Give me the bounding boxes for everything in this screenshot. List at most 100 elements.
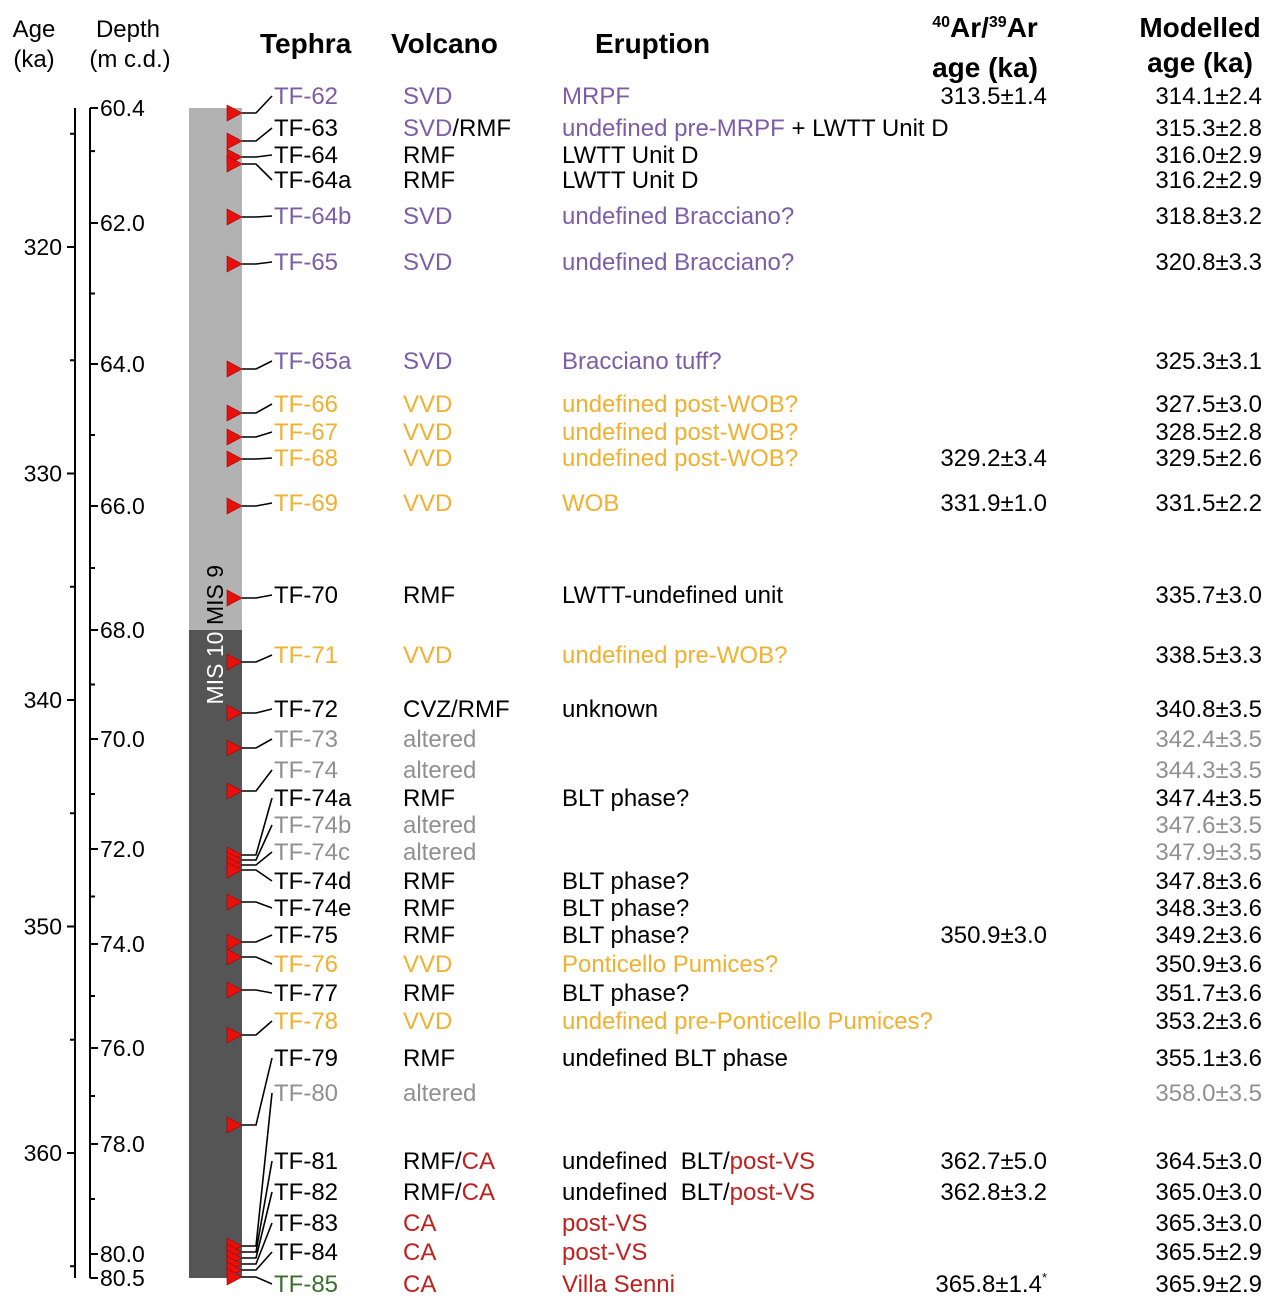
volcano-cell: VVD: [403, 490, 452, 517]
tephra-marker: [226, 589, 243, 607]
modelled-age-cell: 348.3±3.6: [1155, 895, 1262, 922]
eruption-part: Ponticello Pumices?: [562, 951, 778, 978]
volcano-part: VVD: [403, 419, 452, 446]
modelled-age-cell: 365.0±3.0: [1155, 1179, 1262, 1206]
volcano-part: RMF: [403, 1045, 455, 1072]
volcano-part: RMF: [403, 922, 455, 949]
eruption-part: unknown: [562, 696, 658, 723]
depth-tick-label: 78.0: [100, 1131, 145, 1157]
modelled-age-cell: 350.9±3.6: [1155, 951, 1262, 978]
tephra-marker: [226, 739, 243, 757]
volcano-part: RMF: [403, 1179, 455, 1206]
volcano-part: altered: [403, 757, 476, 784]
eruption-part: undefined post-WOB?: [562, 391, 798, 418]
tephra-name: TF-71: [274, 642, 338, 669]
ar-age-value: 331.9±1.0: [940, 490, 1047, 517]
tephra-name: TF-77: [274, 980, 338, 1007]
age-tick-label: 360: [24, 1140, 62, 1166]
volcano-cell: VVD: [403, 642, 452, 669]
age-tick-label: 350: [24, 914, 62, 940]
volcano-cell: altered: [403, 1080, 476, 1107]
tephra-leader-line: [242, 403, 273, 414]
tephra-name: TF-64a: [274, 167, 352, 194]
tephra-name: TF-76: [274, 951, 338, 978]
volcano-part: /: [455, 1179, 462, 1206]
eruption-cell: BLT phase?: [562, 895, 689, 922]
modelled-age-cell: 358.0±3.5: [1155, 1080, 1262, 1107]
depth-tick-label: 62.0: [100, 210, 145, 236]
tephra-marker: [226, 948, 243, 966]
modelled-age-cell: 320.8±3.3: [1155, 249, 1262, 276]
eruption-part: LWTT-undefined unit: [562, 582, 783, 609]
volcano-part: VVD: [403, 1008, 452, 1035]
tephra-leader-line: [242, 594, 273, 599]
tephra-leader-line: [242, 769, 273, 792]
tephra-marker: [226, 1116, 243, 1134]
eruption-cell: undefined pre-MRPF + LWTT Unit D: [562, 115, 949, 142]
tephra-leader-line: [242, 95, 273, 114]
tephra-leader-line: [242, 1222, 273, 1265]
volcano-cell: RMF: [403, 922, 455, 949]
modelled-age-cell: 328.5±2.8: [1155, 419, 1262, 446]
tephra-marker: [226, 782, 243, 800]
volcano-part: /RMF: [452, 115, 511, 142]
tephra-marker: [226, 132, 243, 150]
volcano-cell: SVD: [403, 249, 452, 276]
depth-tick-label: 76.0: [100, 1035, 145, 1061]
age-header: Age: [13, 16, 56, 43]
tephra-name: TF-74c: [274, 839, 350, 866]
tephra-name: TF-67: [274, 419, 338, 446]
eruption-part: BLT phase?: [562, 980, 689, 1007]
tephra-marker: [226, 1268, 243, 1286]
ar-age-value: 365.8±1.4: [935, 1271, 1042, 1298]
volcano-cell: altered: [403, 812, 476, 839]
volcano-part: CA: [403, 1239, 436, 1266]
age-major-ticks: 320 330 340 350 360: [24, 234, 75, 1166]
volcano-cell: VVD: [403, 951, 452, 978]
eruption-part: BLT phase?: [562, 922, 689, 949]
volcano-cell: SVD/RMF: [403, 115, 511, 142]
tephra-name: TF-81: [274, 1148, 338, 1175]
volcano-cell: altered: [403, 757, 476, 784]
tephra-leader-line: [242, 457, 273, 460]
modelled-age-cell: 347.6±3.5: [1155, 812, 1262, 839]
ar-sup-40: 40: [932, 14, 950, 31]
eruption-part: post-VS: [730, 1148, 815, 1175]
tephra-name: TF-84: [274, 1239, 338, 1266]
modelled-age-cell: 315.3±2.8: [1155, 115, 1262, 142]
tephra-table: TF-62 SVD MRPF 313.5±1.4 314.1±2.4TF-63 SVD/R…: [274, 83, 1262, 1298]
volcano-part: altered: [403, 726, 476, 753]
eruption-part: Villa Senni: [562, 1271, 675, 1298]
eruption-part: undefined post-WOB?: [562, 445, 798, 472]
depth-tick-label: 68.0: [100, 617, 145, 643]
tephra-leader-line: [242, 797, 273, 856]
tephra-leader-line: [242, 824, 273, 861]
eruption-cell: undefined pre-WOB?: [562, 642, 787, 669]
eruption-cell: undefined Bracciano?: [562, 249, 794, 276]
eruption-cell: BLT phase?: [562, 922, 689, 949]
tephra-marker: [226, 653, 243, 671]
depth-tick-label: 74.0: [100, 931, 145, 957]
depth-tick-label: 70.0: [100, 726, 145, 752]
volcano-part: VVD: [403, 445, 452, 472]
tephra-marker: [226, 104, 243, 122]
ar-age-cell: 350.9±3.0: [940, 922, 1047, 949]
depth-tick-label: 80.5: [100, 1265, 145, 1291]
modelled-age-cell: 355.1±3.6: [1155, 1045, 1262, 1072]
depth-axis: 60.4 62.0 64.0 66.0 68.0 70.0 72.0 74.0 76.0 78.0…: [89, 95, 145, 1291]
tephra-marker: [226, 704, 243, 722]
volcano-cell: RMF: [403, 167, 455, 194]
volcano-part: CA: [403, 1271, 436, 1298]
volcano-cell: SVD: [403, 203, 452, 230]
volcano-cell: altered: [403, 726, 476, 753]
volcano-part: VVD: [403, 642, 452, 669]
eruption-part: post-VS: [562, 1239, 647, 1266]
tephra-leader-line: [242, 989, 273, 994]
tephra-marker: [226, 155, 243, 173]
age-minor-ticks: [70, 132, 75, 1268]
tephra-name: TF-74e: [274, 895, 351, 922]
ar-age-value: 362.7±5.0: [940, 1148, 1047, 1175]
ar-age-cell: 362.7±5.0: [940, 1148, 1047, 1175]
volcano-cell: RMF: [403, 142, 455, 169]
